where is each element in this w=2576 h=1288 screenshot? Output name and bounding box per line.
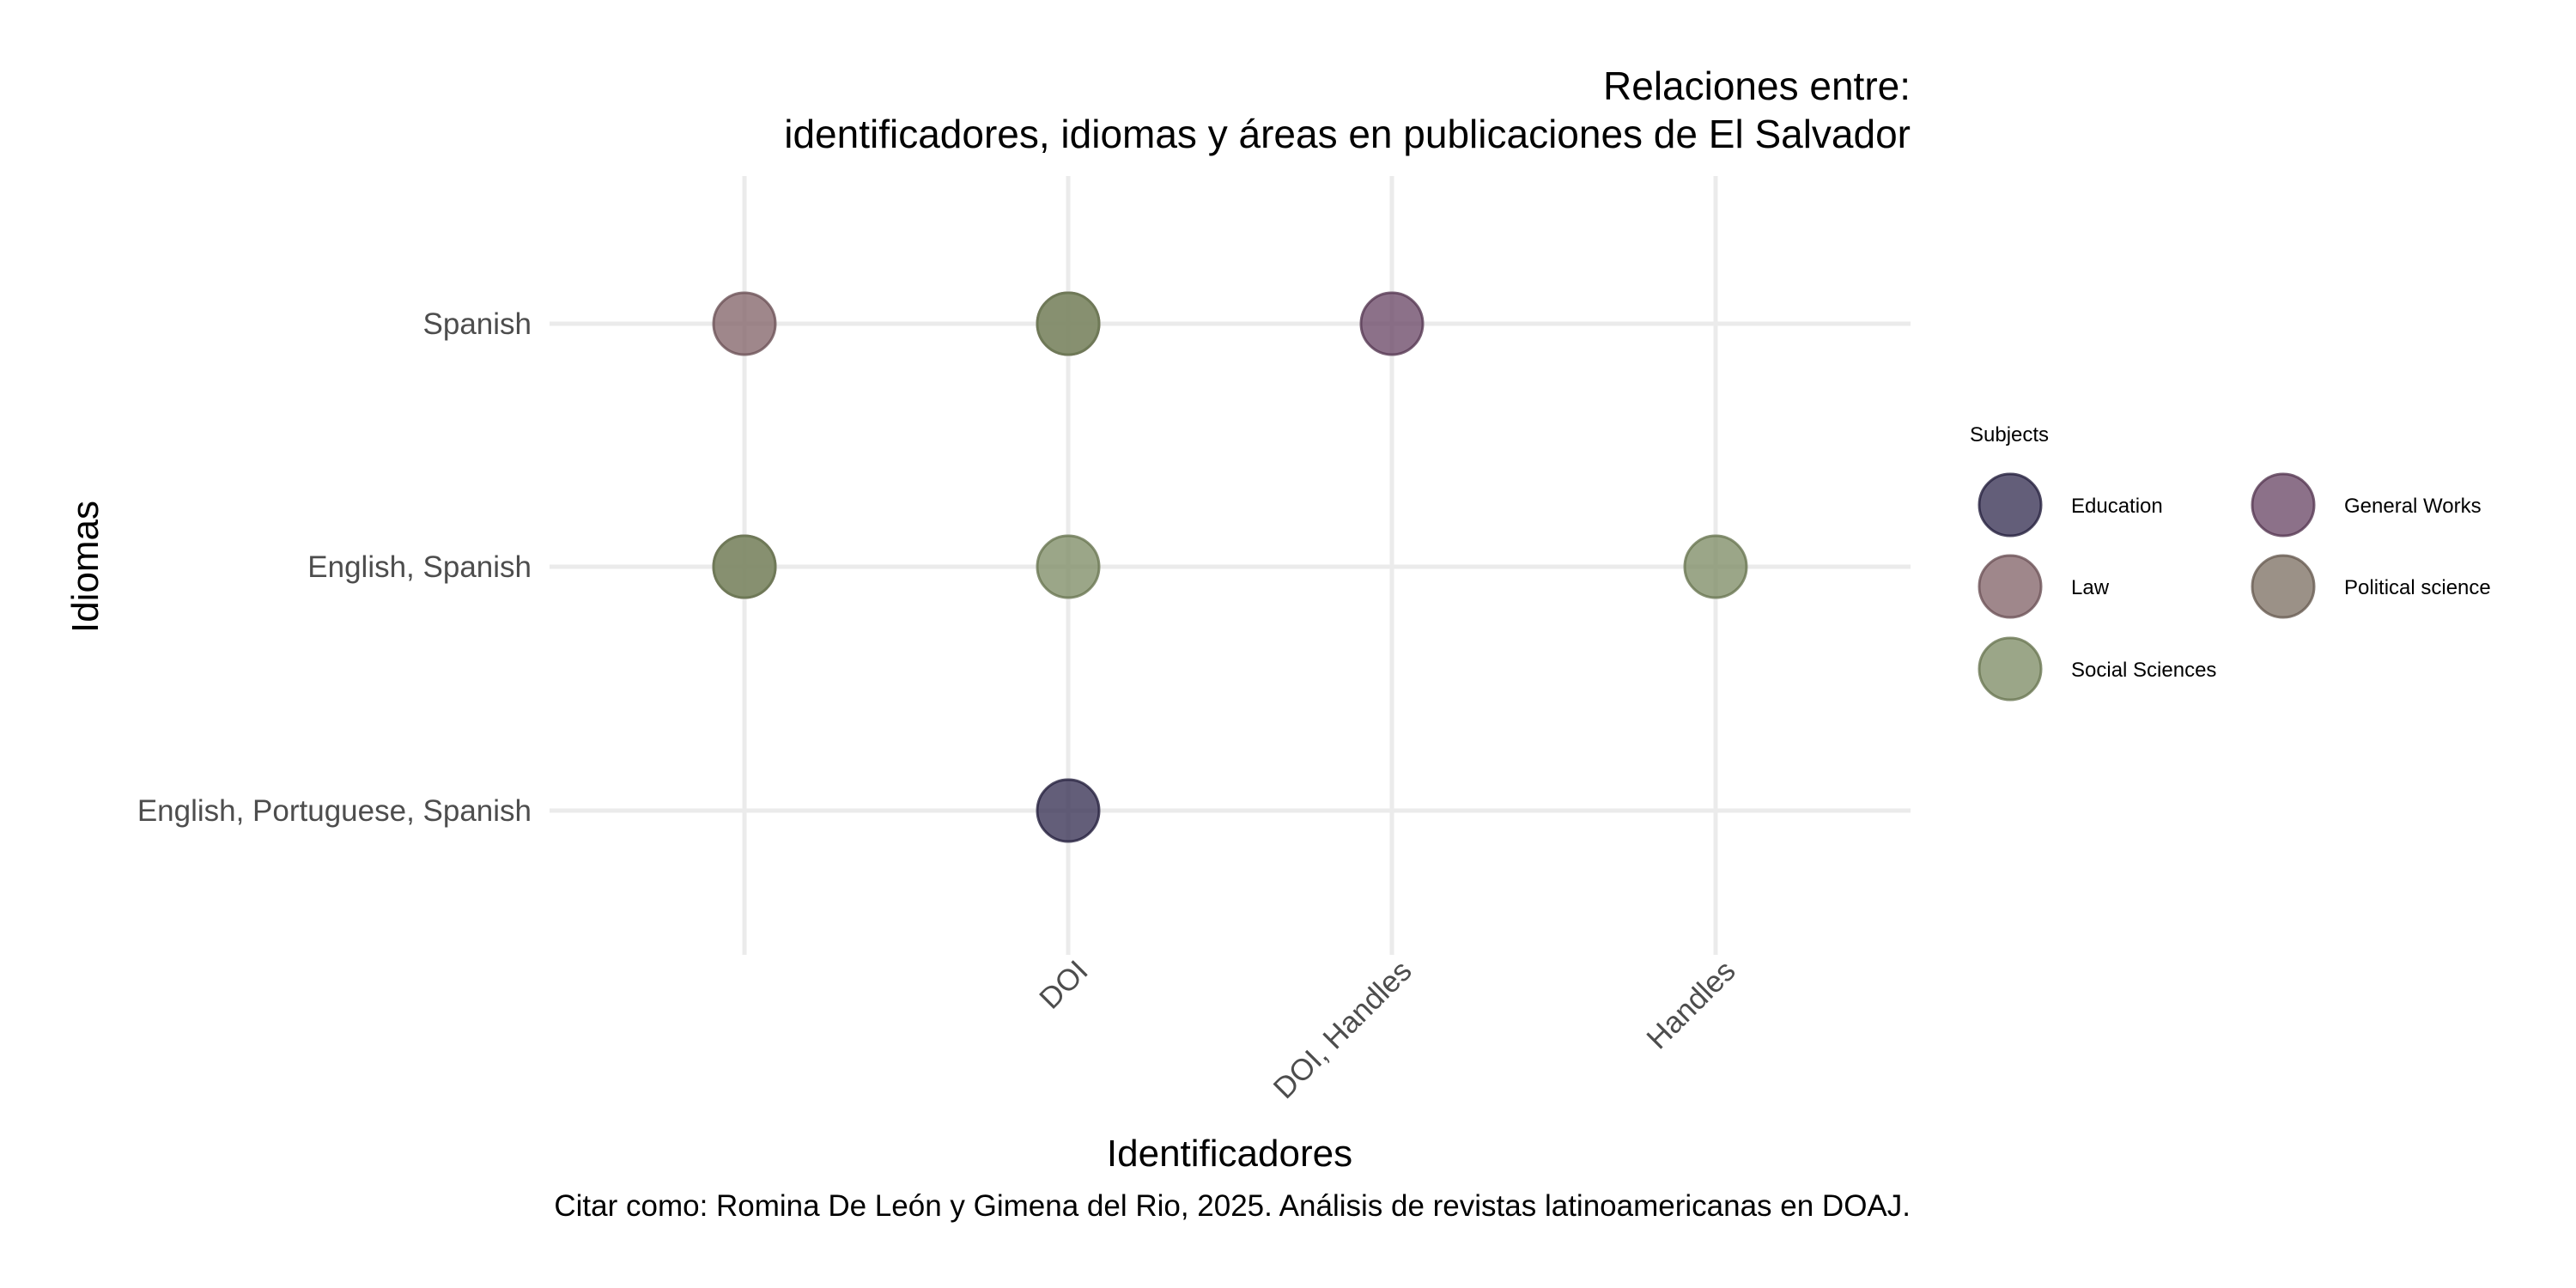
x-axis-label: Identificadores: [1107, 1133, 1352, 1175]
legend-label: Political science: [2344, 576, 2491, 599]
legend-label: General Works: [2344, 495, 2482, 518]
x-tick-label: Handles: [1640, 954, 1741, 1055]
legend-title: Subjects: [1970, 423, 2049, 447]
y-tick-label: Spanish: [423, 307, 532, 341]
x-axis-tick-labels: DOI DOI, Handles Handles: [1033, 954, 1742, 1105]
data-point: [712, 291, 777, 356]
legend-label: Education: [2071, 495, 2163, 518]
legend-key: [1978, 554, 2043, 619]
legend: Subjects Education General Works Law Politi…: [1970, 423, 2491, 702]
data-point: [1036, 534, 1101, 599]
legend-key: [1978, 472, 2043, 538]
data-point: [1036, 778, 1101, 843]
x-tick-label: DOI, Handles: [1267, 954, 1419, 1105]
chart-title-line-2: identificadores, idiomas y áreas en publ…: [784, 112, 1911, 156]
data-point: [1359, 291, 1425, 356]
data-point: [1036, 291, 1101, 356]
data-point: [1683, 534, 1748, 599]
legend-key: [2251, 554, 2316, 619]
y-tick-label: English, Spanish: [307, 550, 532, 584]
legend-label: Social Sciences: [2071, 659, 2216, 682]
chart-title-line-1: Relaciones entre:: [1603, 64, 1911, 108]
data-points: [712, 291, 1748, 843]
legend-label: Law: [2071, 576, 2110, 599]
x-tick-label: DOI: [1033, 954, 1095, 1016]
y-axis-label: Idiomas: [64, 501, 106, 633]
data-point: [712, 534, 777, 599]
y-axis-tick-labels: English, Portuguese, Spanish English, Spa…: [137, 307, 532, 828]
y-tick-label: English, Portuguese, Spanish: [137, 794, 532, 828]
legend-key: [1978, 636, 2043, 702]
chart-caption: Citar como: Romina De León y Gimena del …: [554, 1189, 1911, 1223]
legend-key: [2251, 472, 2316, 538]
